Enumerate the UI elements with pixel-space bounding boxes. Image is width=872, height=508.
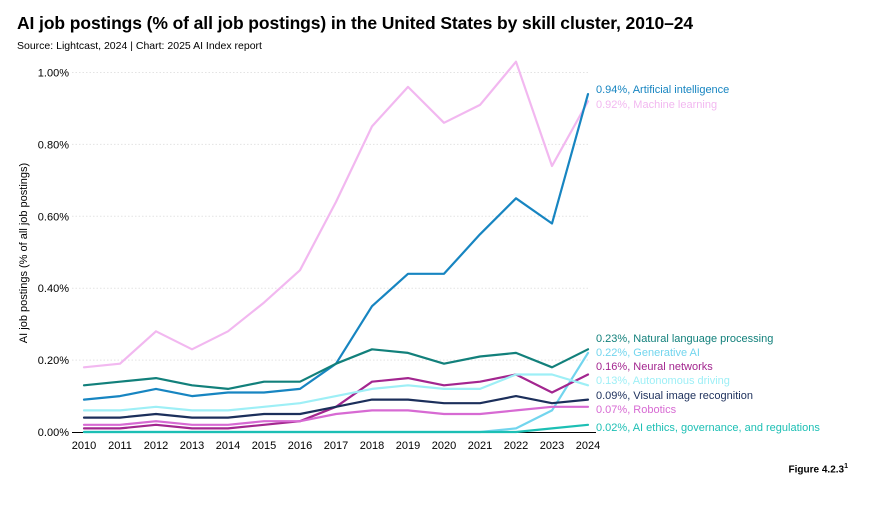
series-end-label: 0.02%, AI ethics, governance, and regula… (596, 422, 820, 434)
series-end-label: 0.09%, Visual image recognition (596, 390, 753, 402)
x-tick-label: 2024 (576, 440, 600, 452)
series-line (82, 405, 590, 426)
series-lines (82, 60, 590, 434)
series-end-label: 0.22%, Generative AI (596, 347, 700, 359)
x-axis-ticks: 2010 2011 2012 2013 2014 2015 2016 2017 2018 2019… (72, 440, 600, 452)
chart-title: AI job postings (% of all job postings) … (17, 13, 693, 33)
x-tick-label: 2015 (252, 440, 276, 452)
y-tick-label: 0.40% (38, 283, 69, 295)
y-tick-label: 0.60% (38, 211, 69, 223)
chart-source: Source: Lightcast, 2024 | Chart: 2025 AI… (17, 40, 262, 52)
x-tick-label: 2012 (144, 440, 168, 452)
gridlines (72, 72, 590, 361)
x-tick-label: 2010 (72, 440, 96, 452)
series-end-label: 0.16%, Neural networks (596, 361, 713, 373)
y-axis-ticks: 0.00% 0.20% 0.40% 0.60% 0.80% 1.00% (38, 68, 69, 440)
series-end-label: 0.94%, Artificial intelligence (596, 84, 729, 96)
series-end-label: 0.13%, Autonomous driving (596, 375, 730, 387)
y-axis-label: AI job postings (% of all job postings) (18, 163, 30, 343)
x-tick-label: 2022 (504, 440, 528, 452)
x-tick-label: 2020 (432, 440, 456, 452)
y-tick-label: 1.00% (38, 68, 69, 80)
x-tick-label: 2017 (324, 440, 348, 452)
x-tick-label: 2016 (288, 440, 312, 452)
x-tick-label: 2021 (468, 440, 492, 452)
y-tick-label: 0.00% (38, 427, 69, 439)
series-line (82, 60, 590, 369)
series-line (82, 423, 590, 434)
x-tick-label: 2018 (360, 440, 384, 452)
series-end-label: 0.07%, Robotics (596, 404, 677, 416)
series-labels: 0.92%, Machine learning 0.94%, Artificial… (596, 84, 820, 434)
x-tick-label: 2014 (216, 440, 240, 452)
series-end-label: 0.23%, Natural language processing (596, 333, 773, 345)
y-tick-label: 0.80% (38, 139, 69, 151)
x-tick-label: 2013 (180, 440, 204, 452)
x-tick-label: 2023 (540, 440, 564, 452)
x-tick-label: 2011 (108, 440, 132, 452)
series-line (82, 373, 590, 412)
series-line (82, 395, 590, 419)
series-line (82, 373, 590, 430)
series-line (82, 348, 590, 390)
series-end-label: 0.92%, Machine learning (596, 99, 717, 111)
figure-number: Figure 4.2.31 (788, 463, 848, 476)
x-tick-label: 2019 (396, 440, 420, 452)
y-tick-label: 0.20% (38, 355, 69, 367)
